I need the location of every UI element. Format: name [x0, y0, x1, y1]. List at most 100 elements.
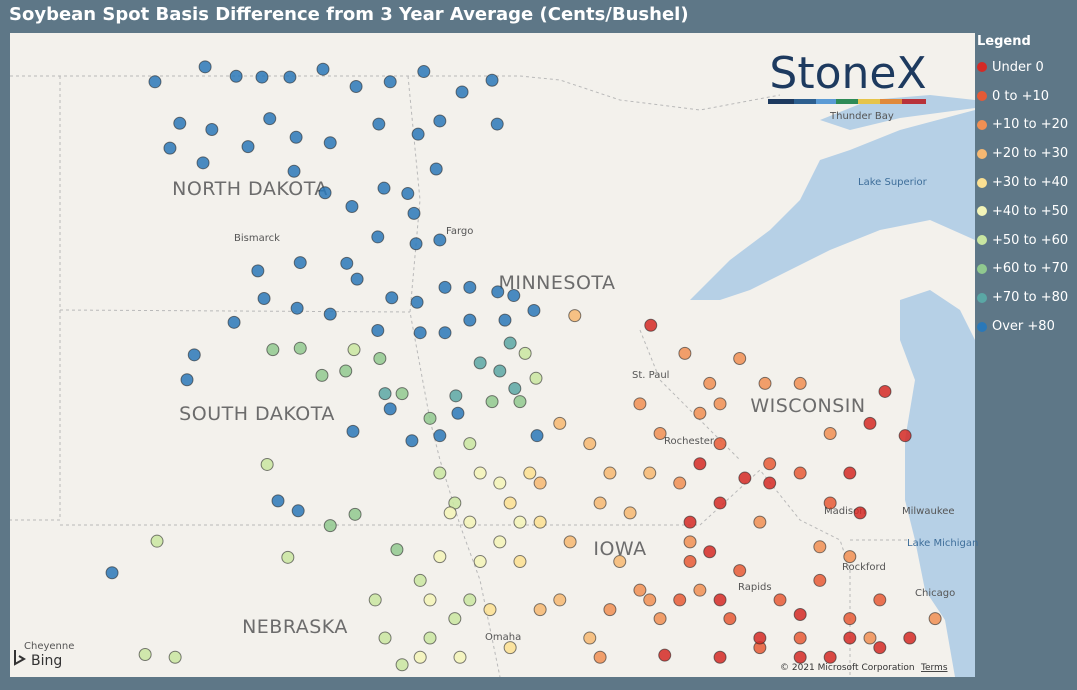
location-dot[interactable]	[898, 429, 912, 443]
location-dot[interactable]	[793, 376, 807, 390]
location-dot[interactable]	[463, 515, 477, 529]
location-dot[interactable]	[813, 540, 827, 554]
location-dot[interactable]	[583, 437, 597, 451]
location-dot[interactable]	[138, 647, 152, 661]
location-dot[interactable]	[345, 200, 359, 214]
location-dot[interactable]	[348, 507, 362, 521]
location-dot[interactable]	[703, 376, 717, 390]
location-dot[interactable]	[518, 346, 532, 360]
location-dot[interactable]	[513, 515, 527, 529]
location-dot[interactable]	[377, 181, 391, 195]
location-dot[interactable]	[290, 301, 304, 315]
location-dot[interactable]	[449, 389, 463, 403]
legend-item[interactable]: Under 0	[977, 53, 1075, 82]
location-dot[interactable]	[283, 70, 297, 84]
location-dot[interactable]	[508, 382, 522, 396]
location-dot[interactable]	[713, 496, 727, 510]
location-dot[interactable]	[251, 264, 265, 278]
location-dot[interactable]	[378, 631, 392, 645]
location-dot[interactable]	[371, 230, 385, 244]
location-dot[interactable]	[429, 162, 443, 176]
location-dot[interactable]	[346, 424, 360, 438]
location-dot[interactable]	[260, 457, 274, 471]
terms-link[interactable]: Terms	[920, 663, 948, 673]
location-dot[interactable]	[603, 466, 617, 480]
location-dot[interactable]	[438, 280, 452, 294]
location-dot[interactable]	[281, 550, 295, 564]
location-dot[interactable]	[644, 318, 658, 332]
location-dot[interactable]	[257, 292, 271, 306]
location-dot[interactable]	[187, 348, 201, 362]
location-dot[interactable]	[205, 123, 219, 137]
location-dot[interactable]	[713, 437, 727, 451]
location-dot[interactable]	[593, 650, 607, 664]
location-dot[interactable]	[753, 515, 767, 529]
location-dot[interactable]	[873, 593, 887, 607]
location-dot[interactable]	[493, 364, 507, 378]
location-dot[interactable]	[498, 313, 512, 327]
location-dot[interactable]	[323, 136, 337, 150]
location-dot[interactable]	[293, 256, 307, 270]
location-dot[interactable]	[443, 506, 457, 520]
location-dot[interactable]	[463, 280, 477, 294]
location-dot[interactable]	[433, 550, 447, 564]
location-dot[interactable]	[673, 476, 687, 490]
location-dot[interactable]	[395, 387, 409, 401]
location-dot[interactable]	[409, 237, 423, 251]
location-dot[interactable]	[368, 593, 382, 607]
location-dot[interactable]	[293, 341, 307, 355]
location-dot[interactable]	[723, 612, 737, 626]
location-dot[interactable]	[263, 112, 277, 126]
location-dot[interactable]	[433, 429, 447, 443]
location-dot[interactable]	[643, 593, 657, 607]
location-dot[interactable]	[493, 535, 507, 549]
location-dot[interactable]	[733, 564, 747, 578]
legend-item[interactable]: +30 to +40	[977, 168, 1075, 197]
location-dot[interactable]	[407, 206, 421, 220]
legend-item[interactable]: +10 to +20	[977, 111, 1075, 140]
legend-item[interactable]: 0 to +10	[977, 82, 1075, 111]
location-dot[interactable]	[349, 80, 363, 94]
location-dot[interactable]	[693, 583, 707, 597]
location-dot[interactable]	[372, 117, 386, 131]
location-dot[interactable]	[168, 650, 182, 664]
location-dot[interactable]	[813, 573, 827, 587]
location-dot[interactable]	[683, 535, 697, 549]
location-dot[interactable]	[473, 466, 487, 480]
location-dot[interactable]	[763, 457, 777, 471]
location-dot[interactable]	[643, 466, 657, 480]
location-dot[interactable]	[316, 62, 330, 76]
location-dot[interactable]	[378, 387, 392, 401]
location-dot[interactable]	[485, 395, 499, 409]
location-dot[interactable]	[583, 631, 597, 645]
location-dot[interactable]	[227, 315, 241, 329]
location-dot[interactable]	[417, 65, 431, 79]
location-dot[interactable]	[633, 583, 647, 597]
location-dot[interactable]	[473, 356, 487, 370]
location-dot[interactable]	[673, 593, 687, 607]
location-dot[interactable]	[371, 323, 385, 337]
location-dot[interactable]	[658, 648, 672, 662]
location-dot[interactable]	[413, 650, 427, 664]
location-dot[interactable]	[413, 573, 427, 587]
location-dot[interactable]	[503, 641, 517, 655]
location-dot[interactable]	[738, 471, 752, 485]
location-dot[interactable]	[405, 434, 419, 448]
location-dot[interactable]	[513, 395, 527, 409]
location-dot[interactable]	[413, 326, 427, 340]
location-dot[interactable]	[503, 496, 517, 510]
location-dot[interactable]	[451, 406, 465, 420]
location-dot[interactable]	[773, 593, 787, 607]
location-dot[interactable]	[863, 631, 877, 645]
location-dot[interactable]	[448, 612, 462, 626]
location-dot[interactable]	[395, 658, 409, 672]
location-dot[interactable]	[593, 496, 607, 510]
location-dot[interactable]	[196, 156, 210, 170]
location-dot[interactable]	[491, 285, 505, 299]
location-dot[interactable]	[105, 566, 119, 580]
location-dot[interactable]	[613, 555, 627, 569]
location-dot[interactable]	[703, 545, 717, 559]
location-dot[interactable]	[713, 650, 727, 664]
location-dot[interactable]	[433, 466, 447, 480]
location-dot[interactable]	[843, 550, 857, 564]
